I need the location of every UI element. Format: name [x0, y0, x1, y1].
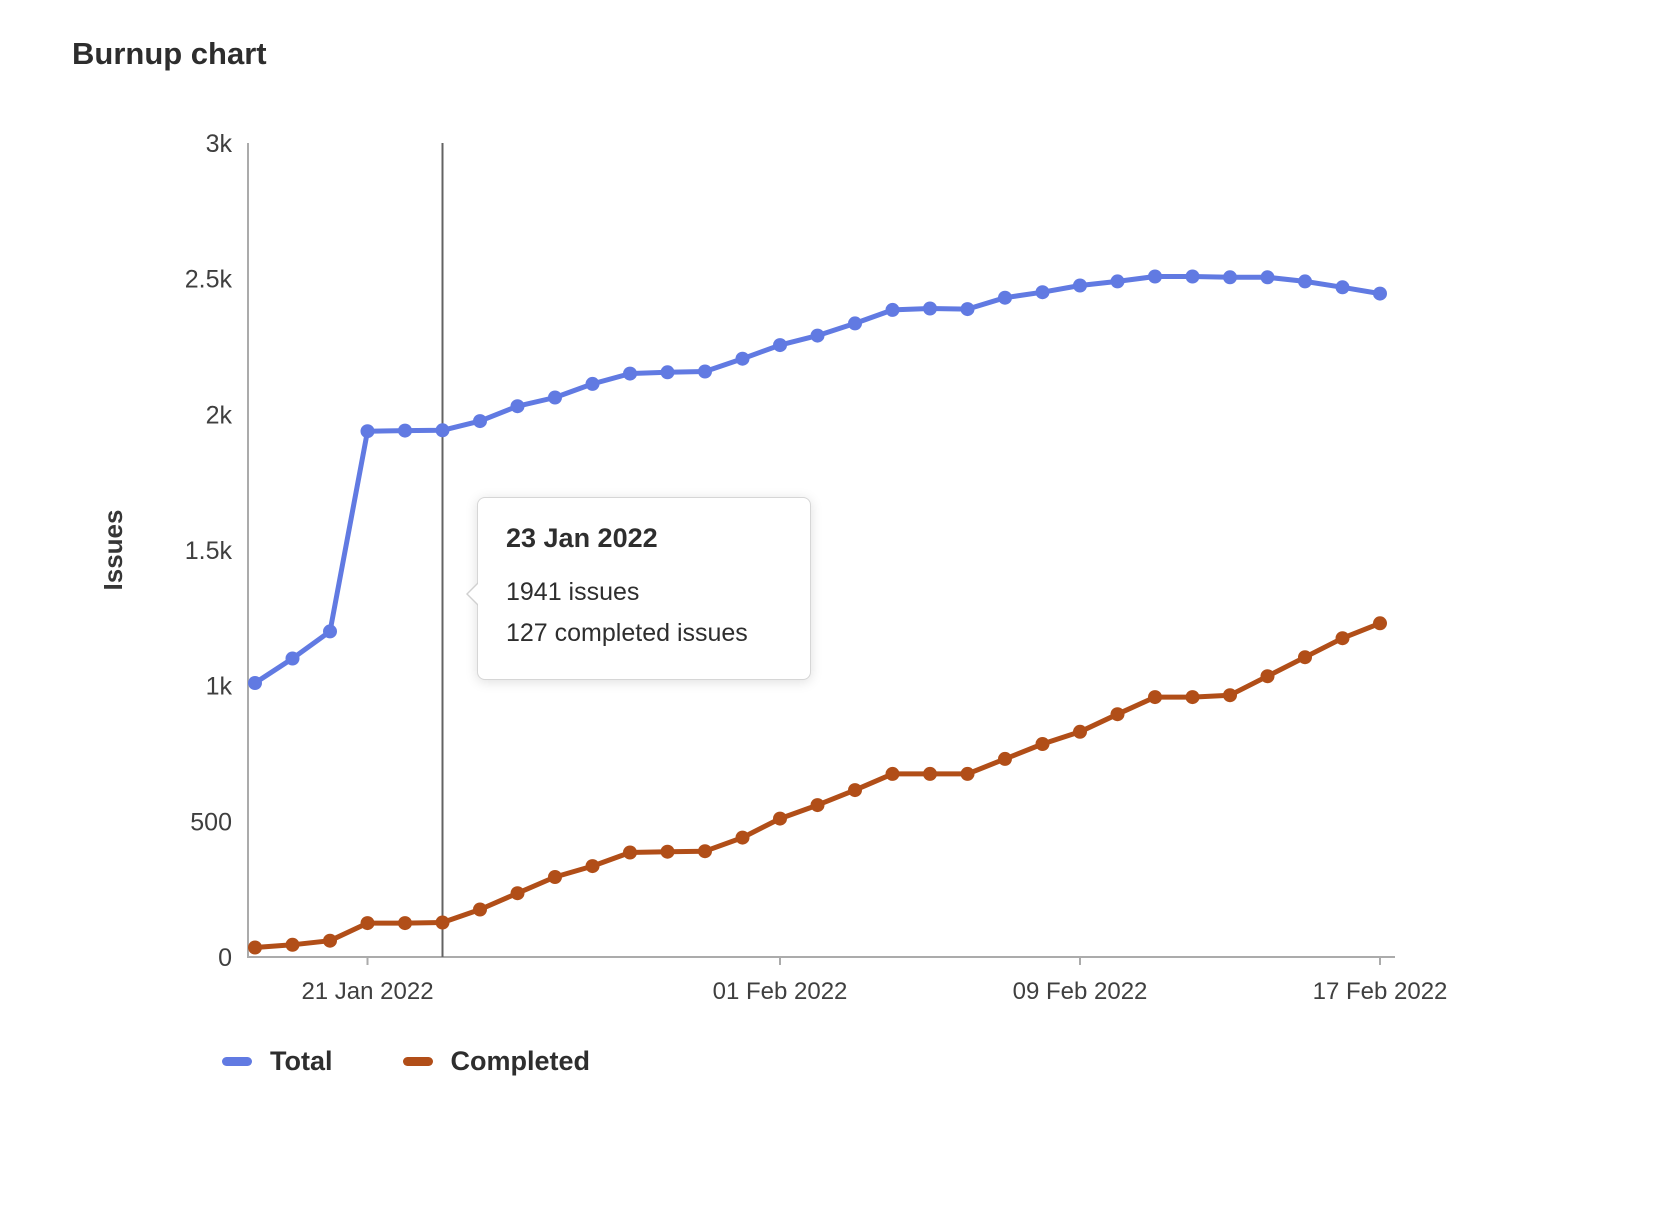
data-point-completed: [473, 902, 487, 917]
data-point-total: [323, 624, 337, 639]
y-axis-title: Issues: [98, 510, 128, 591]
tooltip-total-issues: 1941 issues: [506, 578, 640, 606]
data-point-completed: [435, 915, 450, 930]
y-axis-label: 2.5k: [185, 266, 233, 294]
chart-tooltip: 23 Jan 2022 1941 issues 127 completed is…: [466, 497, 811, 680]
data-point-completed: [998, 751, 1012, 766]
data-point-completed: [323, 933, 337, 948]
data-point-completed: [510, 886, 525, 901]
data-point-total: [810, 328, 825, 343]
data-point-total: [398, 423, 412, 438]
data-point-completed: [660, 844, 675, 859]
data-point-completed: [1260, 669, 1275, 684]
x-axis-label: 17 Feb 2022: [1313, 978, 1448, 1005]
data-point-total: [1148, 269, 1162, 284]
data-point-completed: [960, 766, 975, 781]
data-point-total: [1073, 278, 1087, 293]
data-point-total: [473, 414, 487, 429]
data-point-completed: [773, 811, 787, 826]
tooltip-date: 23 Jan 2022: [506, 523, 658, 553]
data-point-completed: [398, 916, 412, 931]
legend-swatch-completed: [402, 1057, 433, 1066]
data-point-completed: [623, 845, 637, 860]
page-title: Burnup chart: [72, 36, 267, 71]
data-point-total: [1110, 274, 1125, 289]
tooltip-completed-issues: 127 completed issues: [506, 619, 748, 647]
legend-label-completed: Completed: [450, 1046, 591, 1076]
y-axis-label: 2k: [206, 401, 233, 429]
data-point-total: [248, 676, 262, 690]
data-point-completed: [1223, 688, 1237, 703]
data-point-total: [735, 351, 750, 366]
data-point-total: [510, 399, 525, 414]
data-point-total: [285, 651, 300, 666]
data-point-total: [660, 365, 675, 380]
data-point-total: [885, 302, 900, 317]
data-point-completed: [548, 870, 562, 884]
data-point-total: [960, 302, 975, 317]
data-point-total: [1298, 274, 1312, 289]
x-axis-label: 01 Feb 2022: [713, 978, 848, 1005]
y-axis-label: 3k: [206, 130, 233, 158]
data-point-total: [998, 290, 1012, 305]
y-axis-label: 1.5k: [185, 537, 233, 565]
data-point-completed: [698, 844, 712, 859]
y-axis-label: 0: [218, 944, 232, 972]
series-line-completed: [252, 620, 1383, 950]
data-point-completed: [1298, 650, 1312, 665]
data-point-total: [1373, 286, 1387, 301]
data-point-total: [773, 338, 787, 353]
data-point-total: [1335, 280, 1350, 295]
data-point-completed: [735, 830, 750, 845]
legend-label-total: Total: [270, 1046, 333, 1076]
data-point-total: [848, 316, 862, 331]
y-axis-label: 500: [190, 808, 232, 836]
data-point-total: [435, 423, 450, 438]
data-point-total: [1185, 269, 1200, 284]
data-point-total: [623, 366, 637, 381]
data-point-completed: [1148, 690, 1162, 705]
x-axis-label: 09 Feb 2022: [1013, 978, 1148, 1005]
legend-item-completed[interactable]: Completed: [402, 1046, 591, 1077]
data-point-completed: [885, 766, 900, 781]
data-point-completed: [248, 940, 262, 955]
data-point-completed: [1110, 707, 1125, 722]
x-axis-label: 21 Jan 2022: [301, 978, 433, 1005]
data-point-total: [1223, 270, 1237, 285]
data-point-completed: [848, 783, 862, 798]
data-point-completed: [285, 937, 300, 952]
legend-swatch-total: [222, 1057, 252, 1066]
data-point-total: [1035, 285, 1050, 300]
data-point-completed: [923, 766, 937, 781]
data-point-completed: [810, 798, 825, 813]
data-point-total: [923, 301, 937, 316]
legend-item-total[interactable]: Total: [222, 1046, 333, 1077]
data-point-completed: [1185, 690, 1200, 705]
data-point-completed: [1373, 616, 1387, 631]
data-point-completed: [360, 916, 375, 931]
y-axis-label: 1k: [206, 673, 233, 701]
data-point-total: [585, 376, 600, 391]
axis-lines: [247, 143, 1395, 958]
data-point-total: [1260, 270, 1275, 285]
data-point-completed: [1073, 724, 1087, 739]
data-point-completed: [1335, 631, 1350, 646]
chart-legend: Total Completed: [222, 1046, 590, 1077]
data-point-total: [548, 390, 562, 405]
data-point-completed: [585, 859, 600, 874]
data-point-total: [360, 424, 375, 439]
data-point-total: [698, 364, 712, 379]
data-point-completed: [1035, 737, 1050, 751]
